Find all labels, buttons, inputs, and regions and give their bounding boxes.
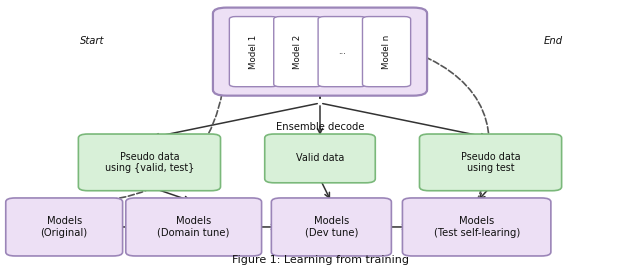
Text: Model 1: Model 1 bbox=[249, 35, 258, 69]
FancyBboxPatch shape bbox=[213, 8, 427, 96]
Text: Ensemble decode: Ensemble decode bbox=[276, 122, 364, 132]
FancyBboxPatch shape bbox=[274, 17, 322, 87]
Text: Pseudo data
using {valid, test}: Pseudo data using {valid, test} bbox=[105, 152, 194, 173]
FancyBboxPatch shape bbox=[78, 134, 221, 191]
Text: Models
(Test self-learing): Models (Test self-learing) bbox=[433, 216, 520, 238]
Text: Models
(Original): Models (Original) bbox=[40, 216, 88, 238]
FancyBboxPatch shape bbox=[318, 17, 366, 87]
Text: Figure 1: Learning from training: Figure 1: Learning from training bbox=[232, 255, 408, 265]
FancyBboxPatch shape bbox=[126, 198, 262, 256]
Text: Models
(Domain tune): Models (Domain tune) bbox=[157, 216, 230, 238]
FancyBboxPatch shape bbox=[6, 198, 123, 256]
Text: ...: ... bbox=[339, 47, 346, 56]
FancyBboxPatch shape bbox=[271, 198, 392, 256]
Text: Model n: Model n bbox=[382, 35, 391, 69]
Text: Pseudo data
using test: Pseudo data using test bbox=[461, 152, 520, 173]
FancyBboxPatch shape bbox=[229, 17, 278, 87]
Text: End: End bbox=[544, 36, 563, 46]
Text: Valid data: Valid data bbox=[296, 153, 344, 163]
Text: Models
(Dev tune): Models (Dev tune) bbox=[305, 216, 358, 238]
Text: Model 2: Model 2 bbox=[293, 35, 302, 69]
FancyBboxPatch shape bbox=[265, 134, 375, 183]
FancyBboxPatch shape bbox=[419, 134, 562, 191]
FancyBboxPatch shape bbox=[403, 198, 551, 256]
FancyBboxPatch shape bbox=[362, 17, 411, 87]
Text: Start: Start bbox=[81, 36, 105, 46]
